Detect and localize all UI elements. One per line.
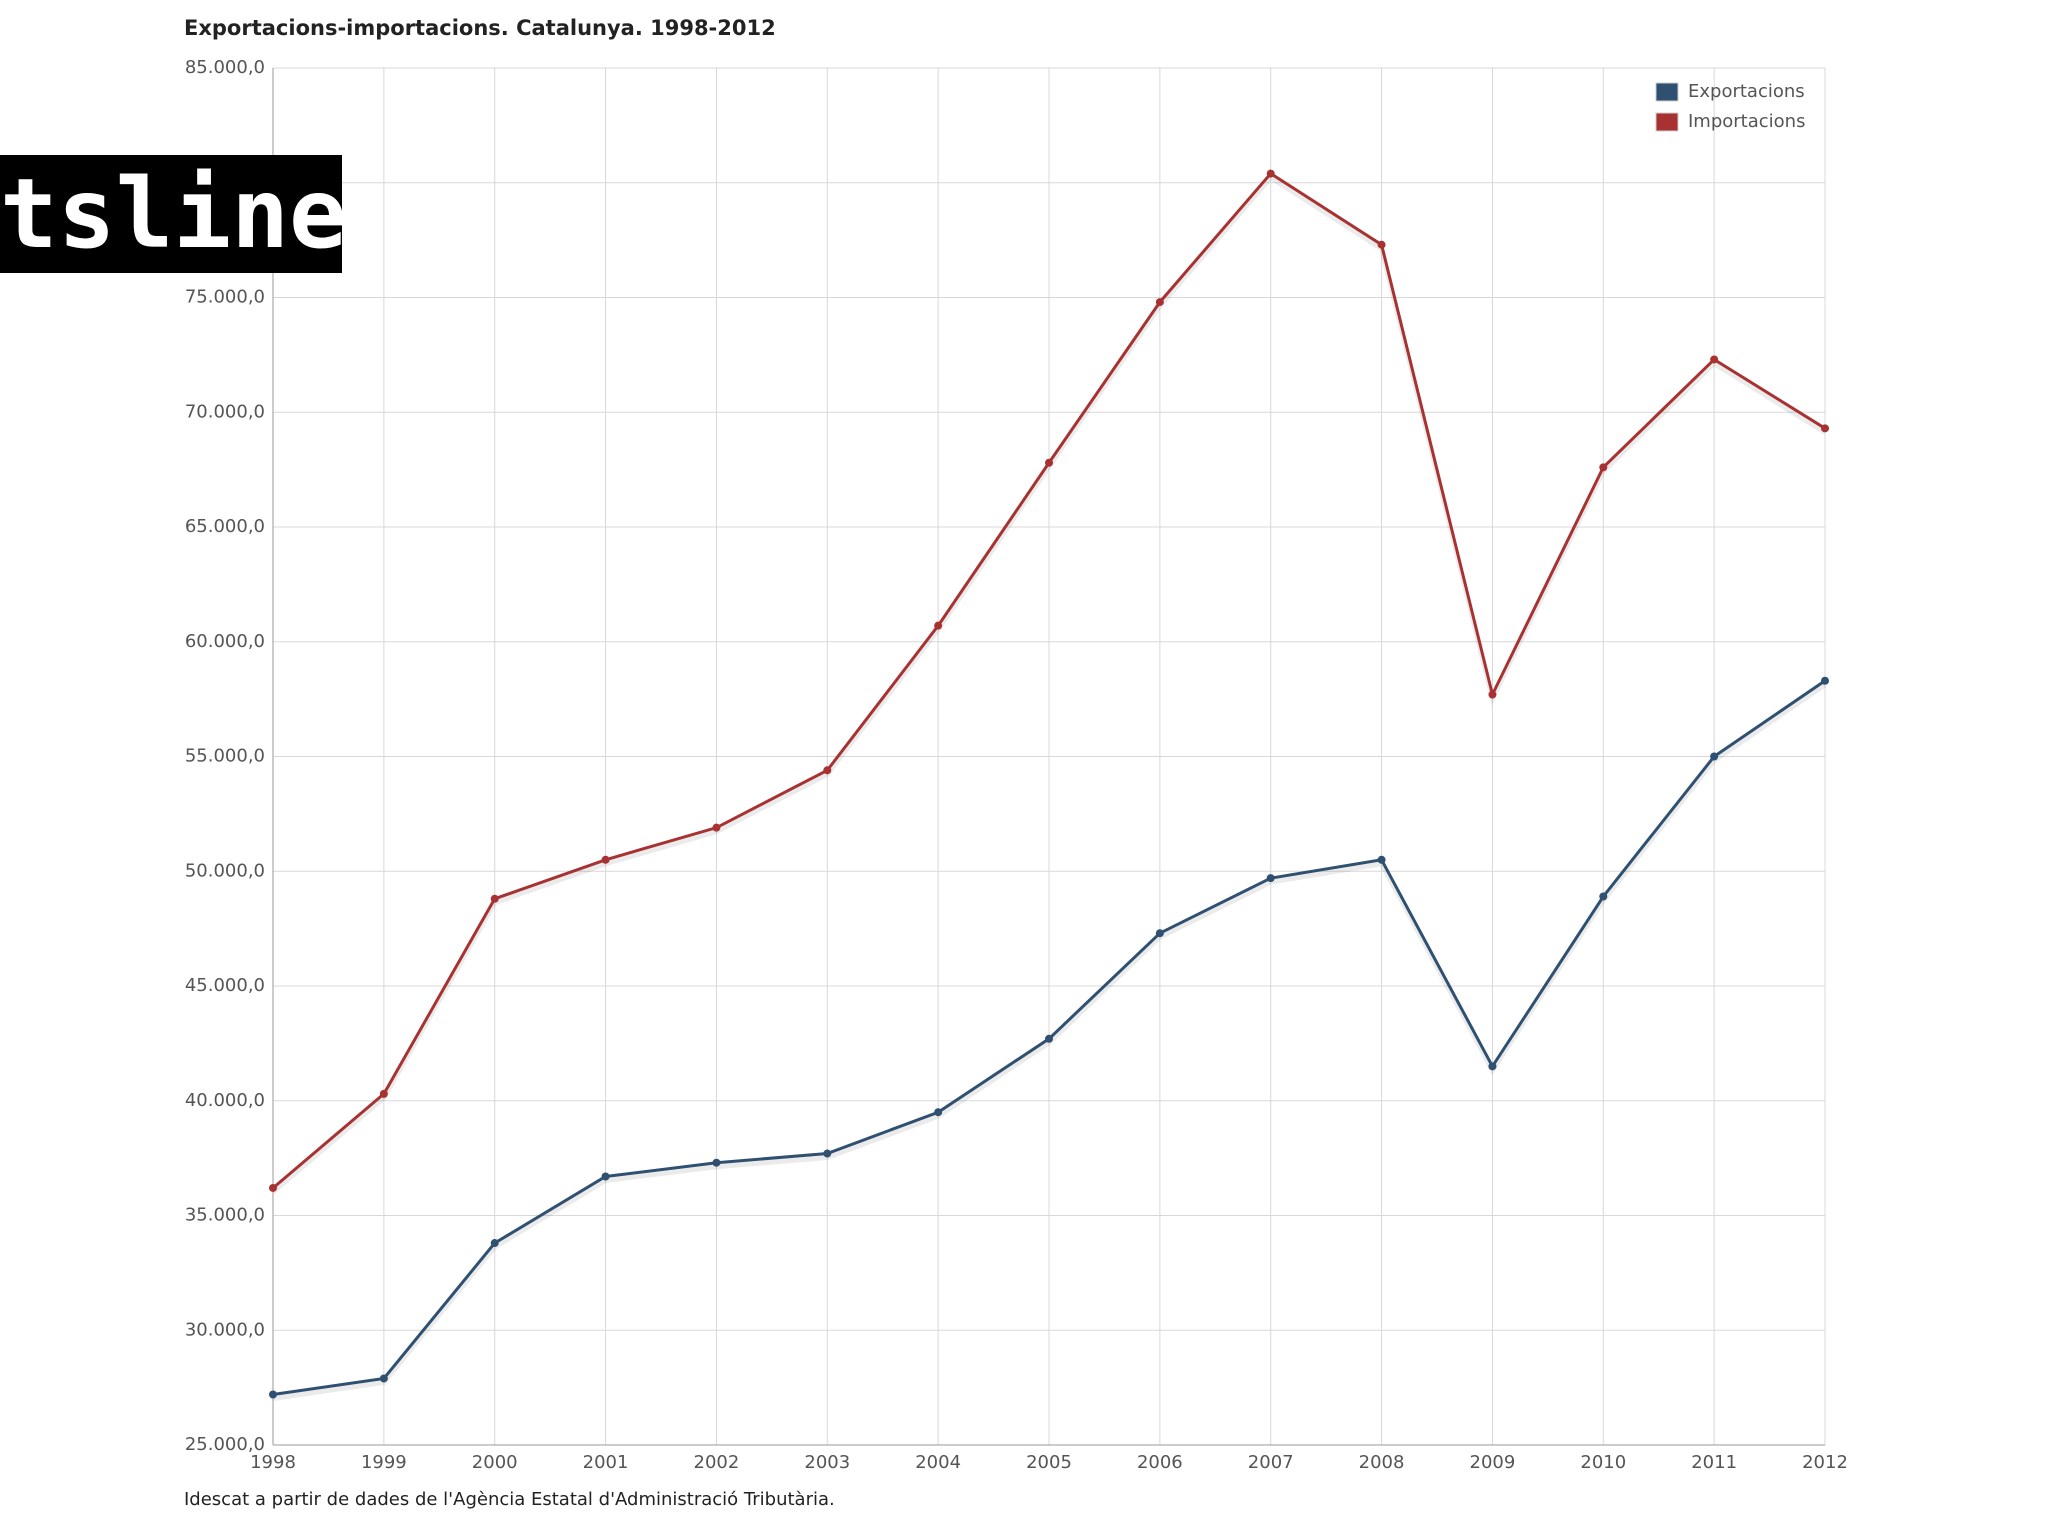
data-point: [601, 855, 610, 864]
data-point: [823, 1149, 832, 1158]
x-tick-label: 2006: [1137, 1452, 1183, 1473]
x-tick-label: 2005: [1026, 1452, 1072, 1473]
data-point: [379, 1089, 388, 1098]
x-tick-label: 2004: [915, 1452, 961, 1473]
legend-label: Importacions: [1688, 111, 1805, 132]
data-point: [1045, 458, 1053, 467]
data-point: [1710, 355, 1719, 364]
data-point: [1266, 169, 1275, 178]
x-tick-label: 2007: [1248, 1452, 1294, 1473]
y-tick-label: 65.000,0: [185, 516, 265, 537]
source-note: Idescat a partir de dades de l'Agència E…: [184, 1489, 835, 1510]
y-tick-label: 45.000,0: [185, 975, 265, 996]
x-tick-label: 2010: [1580, 1452, 1626, 1473]
data-point: [490, 894, 499, 903]
data-point: [934, 621, 943, 630]
y-tick-label: 30.000,0: [185, 1319, 265, 1340]
y-tick-label: 25.000,0: [185, 1434, 265, 1455]
data-point: [1821, 424, 1829, 433]
data-point: [1155, 929, 1164, 938]
data-point: [1710, 752, 1719, 761]
data-point: [490, 1239, 499, 1248]
data-point: [269, 1390, 277, 1399]
data-point: [1266, 874, 1275, 883]
data-point: [1045, 1034, 1053, 1043]
legend-swatch: [1655, 112, 1679, 132]
x-tick-label: 2009: [1470, 1452, 1516, 1473]
data-point: [712, 1158, 721, 1167]
data-point: [1377, 855, 1386, 864]
data-point: [1377, 240, 1386, 249]
y-tick-label: 60.000,0: [185, 631, 265, 652]
y-tick-label: 50.000,0: [185, 860, 265, 881]
x-tick-label: 2001: [583, 1452, 629, 1473]
data-point: [1488, 1062, 1497, 1071]
data-point: [1821, 676, 1829, 685]
data-point: [379, 1374, 388, 1383]
x-tick-label: 2000: [472, 1452, 518, 1473]
x-tick-label: 2008: [1359, 1452, 1405, 1473]
data-point: [1599, 892, 1608, 901]
legend-label: Exportacions: [1688, 81, 1805, 102]
y-tick-label: 35.000,0: [185, 1205, 265, 1226]
data-point: [712, 823, 721, 832]
chart-title: Exportacions-importacions. Catalunya. 19…: [184, 16, 776, 40]
line-shadow: [272, 682, 1827, 1401]
data-point: [934, 1108, 943, 1117]
x-tick-label: 2003: [804, 1452, 850, 1473]
y-tick-label: 75.000,0: [185, 287, 265, 308]
data-point: [823, 766, 832, 775]
x-tick-label: 2012: [1802, 1452, 1848, 1473]
y-tick-label: 70.000,0: [185, 401, 265, 422]
data-point: [601, 1172, 610, 1181]
x-tick-label: 1999: [361, 1452, 407, 1473]
data-point: [1155, 298, 1164, 307]
data-point: [1488, 690, 1497, 699]
x-tick-label: 2011: [1691, 1452, 1737, 1473]
legend-swatch: [1655, 82, 1679, 102]
y-tick-label: 40.000,0: [185, 1090, 265, 1111]
data-point: [269, 1183, 277, 1192]
x-tick-label: 2002: [694, 1452, 740, 1473]
overlay-label: tsline: [0, 155, 342, 273]
y-tick-label: 85.000,0: [185, 57, 265, 78]
data-point: [1599, 463, 1608, 472]
y-tick-label: 55.000,0: [185, 746, 265, 767]
x-tick-label: 1998: [250, 1452, 296, 1473]
